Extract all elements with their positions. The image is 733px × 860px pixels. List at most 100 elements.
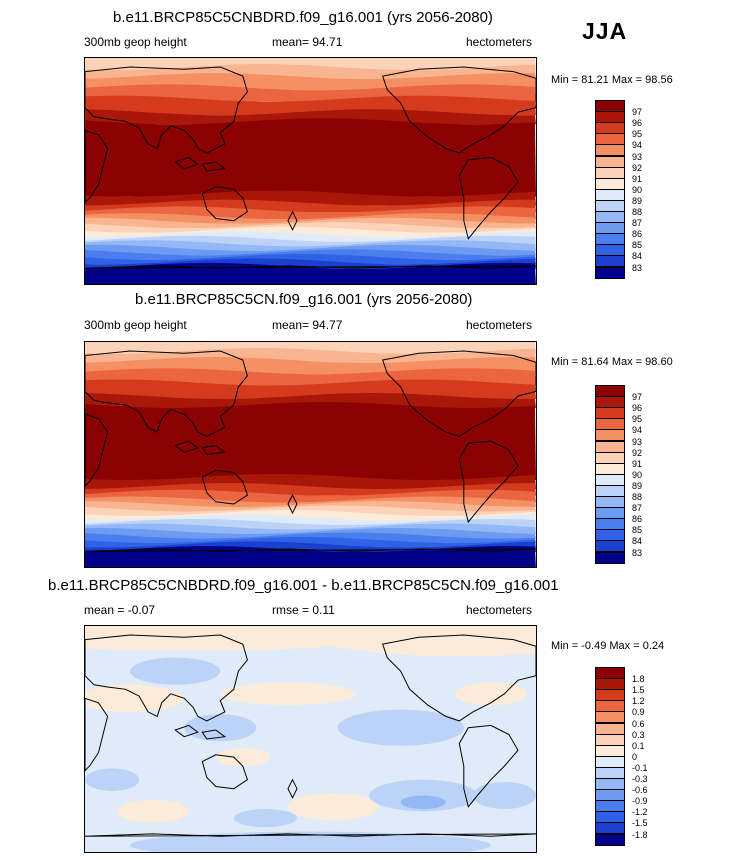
season-label: JJA [582,18,628,44]
colorbar-tick-label: 84 [632,251,643,262]
colorbar-tick-label: 89 [632,480,643,491]
colorbar-tick-label: 0.9 [632,707,645,718]
colorbar-box [595,385,625,398]
contour-band [85,118,536,197]
contour-patch [454,682,527,706]
colorbar-box [595,199,625,212]
panel-1-title: b.e11.BRCP85C5CNBDRD.f09_g16.001 (yrs 20… [113,9,493,26]
colorbar-box [595,744,625,757]
colorbar-box [595,733,625,746]
contour-patch [85,768,140,791]
coastline [458,156,519,240]
colorbar-box [595,766,625,779]
colorbar-tick-label: 90 [632,469,643,480]
colorbar-box [595,822,625,835]
coastline [85,634,248,722]
colorbar-box [595,255,625,268]
panel-3-units: hectometers [466,603,533,617]
panel-3-colorbar: -1.8 -1.5 -1.2 -0.9 -0.6 -0.3 -0.1 0 0.1 0.3 0.6 0.… [595,667,655,846]
colorbar-box [595,529,625,542]
contour-patch [116,800,189,823]
colorbar-box [595,429,625,442]
panel-1-units: hectometers [466,35,533,49]
panel-2-title: b.e11.BRCP85C5CN.f09_g16.001 (yrs 2056-2… [135,291,473,308]
coastline [85,350,248,438]
coastline [85,129,109,204]
coastline [287,210,298,231]
colorbar-box [595,407,625,420]
contour-patch [220,682,356,706]
panel-1-minmax: Min = 81.21 Max = 98.56 [551,74,673,86]
contour-patch [130,831,491,852]
colorbar-box [595,678,625,691]
colorbar-tick-label: 1.8 [632,674,645,685]
panel-1-mean: mean= 94.71 [272,35,343,49]
colorbar-tick-label: 0.3 [632,729,645,740]
panel-2-mean: mean= 94.77 [272,318,343,332]
panel-2-minmax: Min = 81.64 Max = 98.60 [551,356,673,368]
panel-1-variable: 300mb geop height [84,35,187,49]
colorbar-box [595,144,625,157]
contour-band [85,402,536,480]
colorbar-box [595,722,625,735]
colorbar-box [595,811,625,824]
contour-patch [215,748,270,767]
colorbar-box [595,755,625,768]
colorbar-tick-label: 92 [632,162,643,173]
colorbar-tick-label: -1.8 [632,829,648,840]
panel-2-units: hectometers [466,318,533,332]
colorbar-box [595,789,625,802]
colorbar-box [595,451,625,464]
coastline [174,156,199,170]
colorbar-tick-label: 86 [632,514,643,525]
contour-band [85,109,536,125]
colorbar-box [595,155,625,168]
coastline [287,778,298,799]
colorbar-tick-label: 84 [632,536,643,547]
colorbar-box [595,667,625,680]
panel-1-colorbar: 83 84 85 86 87 88 89 90 91 92 93 94 95 96 97 [595,100,655,279]
panel-3-minmax: Min = -0.49 Max = 0.24 [551,640,665,652]
coastline [201,186,248,222]
colorbar-tick-label: 1.5 [632,685,645,696]
colorbar-box [595,244,625,257]
colorbar-tick-label: 0.6 [632,718,645,729]
colorbar-tick-label: 94 [632,425,643,436]
contour-band [85,95,536,116]
colorbar-tick-label: 83 [632,262,643,273]
colorbar-box [595,473,625,486]
coastline [382,634,536,722]
colorbar-tick-label: 95 [632,129,643,140]
contour-patch [472,781,536,810]
colorbar-box [595,266,625,279]
colorbar-tick-label: 93 [632,151,643,162]
colorbar-tick-label: 91 [632,458,643,469]
colorbar-box [595,496,625,509]
coastline [458,724,519,808]
coastline [201,469,248,505]
colorbar-tick-label: 93 [632,436,643,447]
colorbar-tick-label: 89 [632,195,643,206]
coastline [382,66,536,154]
colorbar-box [595,177,625,190]
colorbar-box [595,484,625,497]
colorbar-tick-label: -0.1 [632,762,648,773]
colorbar-tick-label: 85 [632,525,643,536]
coastline [201,754,248,790]
colorbar-box [595,462,625,475]
contour-patch [184,714,257,742]
colorbar-tick-label: -1.2 [632,807,648,818]
contour-patch [85,684,185,712]
colorbar-box [595,166,625,179]
panel-2-variable: 300mb geop height [84,318,187,332]
coastline [85,833,536,837]
coastline [85,413,109,487]
colorbar-tick-label: -1.5 [632,818,648,829]
colorbar-box [595,396,625,409]
colorbar-tick-label: 96 [632,403,643,414]
contour-patch [400,795,446,810]
colorbar-tick-label: 96 [632,118,643,129]
colorbar-box [595,711,625,724]
colorbar-tick-label: 95 [632,414,643,425]
colorbar-tick-label: 83 [632,547,643,558]
